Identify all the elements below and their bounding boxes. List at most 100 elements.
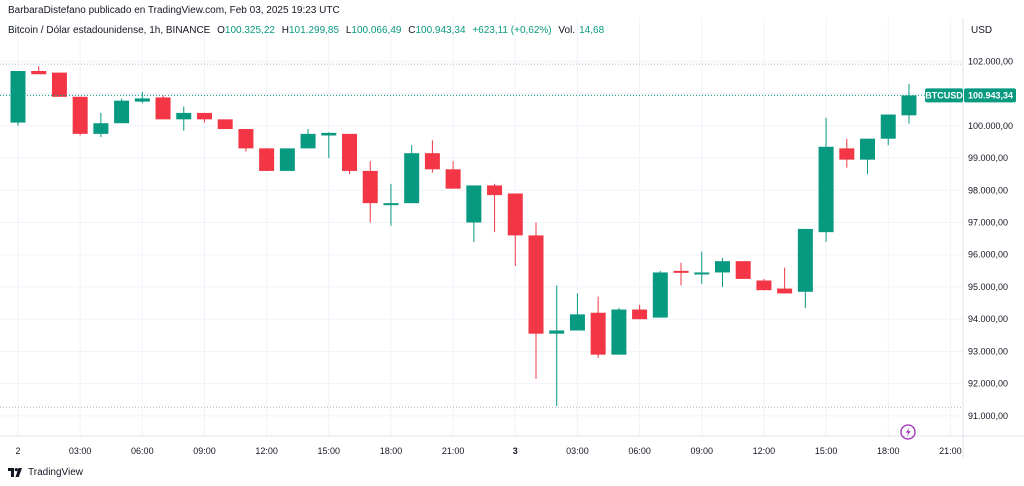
- candle-body: [777, 288, 793, 294]
- candle: [321, 132, 337, 159]
- candle-body: [217, 119, 233, 130]
- candle-body: [321, 132, 337, 136]
- price-tick-label: 94.000,00: [968, 314, 1008, 324]
- candle: [839, 138, 855, 168]
- candle: [611, 307, 627, 355]
- volume-value: 14,68: [579, 25, 605, 36]
- time-tick-label: 12:00: [255, 446, 278, 456]
- price-tick-label: 98.000,00: [968, 185, 1008, 195]
- time-tick-label: 18:00: [380, 446, 403, 456]
- candle-body: [31, 71, 47, 75]
- change-value: +623,11 (+0,62%): [472, 25, 552, 36]
- candle: [31, 66, 47, 75]
- candle: [590, 296, 606, 358]
- candle-body: [114, 100, 130, 124]
- candle: [424, 140, 440, 173]
- price-tick-label: 96.000,00: [968, 250, 1008, 260]
- candle-body: [10, 71, 26, 123]
- time-tick-label: 09:00: [193, 446, 216, 456]
- candle-body: [93, 123, 109, 134]
- candle: [528, 222, 544, 379]
- candle-body: [155, 97, 171, 120]
- candle-body: [342, 133, 358, 171]
- candle: [155, 95, 171, 120]
- time-tick-label: 3: [513, 446, 518, 456]
- candle: [51, 72, 67, 97]
- candle-body: [839, 148, 855, 160]
- candle-body: [569, 314, 585, 331]
- candle-series: [10, 66, 917, 407]
- candle-body: [134, 98, 150, 102]
- candle-body: [549, 330, 565, 334]
- candle: [404, 145, 420, 204]
- candle: [196, 112, 212, 123]
- open-value: 100.325,22: [224, 25, 275, 36]
- price-tick-label: 99.000,00: [968, 153, 1008, 163]
- price-tick-label: 102.000,00: [968, 56, 1013, 66]
- candle-body: [714, 261, 730, 273]
- candle-body: [735, 261, 751, 279]
- candle: [777, 267, 793, 294]
- candle: [383, 183, 399, 226]
- price-tick-label: 93.000,00: [968, 346, 1008, 356]
- low-value: 100.066,49: [351, 25, 402, 36]
- candle: [797, 228, 813, 308]
- candle: [549, 285, 565, 407]
- candle: [694, 251, 710, 284]
- time-tick-label: 21:00: [442, 446, 465, 456]
- price-axis[interactable]: 102.000,00101.000,00100.000,0099.000,009…: [968, 56, 1013, 421]
- candle-body: [507, 193, 523, 236]
- candle-body: [756, 280, 772, 291]
- publisher-line: BarbaraDistefano publicado en TradingVie…: [8, 5, 340, 16]
- candle: [176, 106, 192, 131]
- candle: [673, 262, 689, 286]
- symbol-tag-bg: [925, 88, 963, 103]
- candle-body: [362, 170, 378, 204]
- candle-body: [445, 169, 461, 189]
- candle-body: [383, 203, 399, 206]
- candle-body: [652, 272, 668, 318]
- currency-label[interactable]: USD: [971, 25, 993, 36]
- candle: [72, 96, 88, 136]
- time-axis[interactable]: 2 03:00 06:00 09:00 12:00 15:00 18:00 21:00 3 03:…: [15, 446, 961, 456]
- footer-brand[interactable]: TradingView: [8, 467, 83, 478]
- price-tick-label: 95.000,00: [968, 282, 1008, 292]
- candle-body: [880, 114, 896, 139]
- time-tick-label: 18:00: [877, 446, 900, 456]
- candle: [217, 119, 233, 130]
- price-tick-label: 92.000,00: [968, 379, 1008, 389]
- candle-body: [611, 309, 627, 355]
- candle-body: [860, 138, 876, 160]
- candle-body: [72, 96, 88, 134]
- candle: [300, 129, 316, 149]
- volume-label: Vol.: [558, 25, 576, 36]
- candle-body: [238, 129, 254, 149]
- candle-body: [300, 133, 316, 149]
- candle: [238, 129, 254, 152]
- time-tick-label: 15:00: [318, 446, 341, 456]
- last-price-tag-label: 100.943,34: [968, 90, 1013, 100]
- candle: [860, 138, 876, 175]
- candle-body: [259, 148, 275, 171]
- candle-body: [901, 95, 917, 116]
- candle-body: [487, 185, 503, 196]
- close-value: 100.943,34: [415, 25, 466, 36]
- candle: [735, 261, 751, 279]
- time-tick-label: 21:00: [939, 446, 962, 456]
- candle-body: [404, 153, 420, 204]
- candle: [756, 278, 772, 291]
- candle: [259, 148, 275, 171]
- time-tick-label: 06:00: [628, 446, 651, 456]
- candle: [362, 161, 378, 223]
- candle-body: [694, 272, 710, 275]
- instrument-name[interactable]: Bitcoin / Dólar estadounidense, 1h, BINA…: [8, 25, 211, 36]
- candle: [134, 91, 150, 104]
- candle-body: [673, 270, 689, 273]
- candle-body: [632, 309, 648, 320]
- candle-body: [466, 185, 482, 223]
- lightning-icon[interactable]: [900, 424, 916, 440]
- time-tick-label: 03:00: [69, 446, 92, 456]
- candle: [818, 117, 834, 242]
- candle: [466, 185, 482, 242]
